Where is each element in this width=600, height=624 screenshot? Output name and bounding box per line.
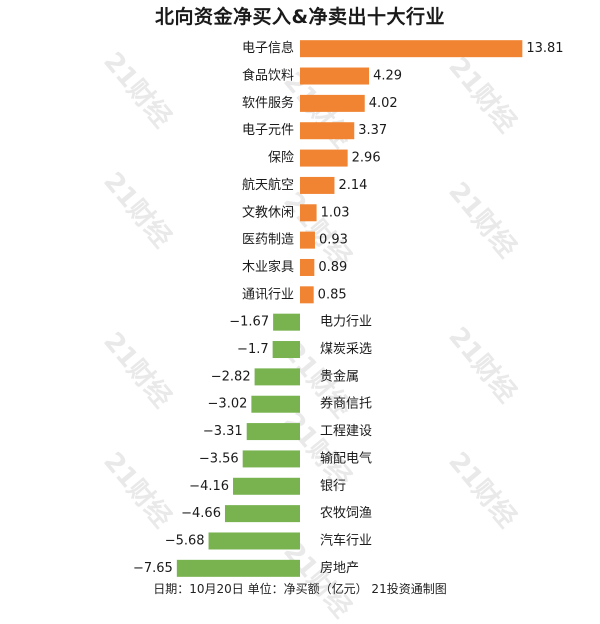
category-label: 工程建设 — [320, 424, 372, 439]
category-label: 电子元件 — [242, 123, 294, 138]
value-label: −1.7 — [237, 342, 269, 357]
category-label: 电子信息 — [242, 40, 294, 56]
category-label: 食品饮料 — [242, 68, 294, 84]
value-label: 2.14 — [338, 178, 367, 193]
footer-note: 日期：10月20日 单位：净买额（亿元） 21投资通制图 — [153, 582, 447, 596]
value-label: 13.81 — [526, 41, 563, 56]
bar-电子元件 — [300, 122, 355, 140]
bar-房地产 — [176, 559, 300, 577]
bar-券商信托 — [251, 395, 300, 413]
bar-贵金属 — [254, 368, 300, 386]
value-label: −4.16 — [189, 479, 229, 494]
bar-工程建设 — [246, 423, 300, 441]
value-label: 3.37 — [358, 123, 387, 138]
bar-保险 — [300, 149, 348, 167]
category-label: 医药制造 — [242, 233, 294, 248]
value-label: −1.67 — [229, 315, 269, 330]
category-label: 煤炭采选 — [320, 342, 372, 357]
value-label: 0.89 — [318, 260, 347, 275]
bar-航天航空 — [300, 176, 335, 194]
value-label: 0.85 — [318, 287, 347, 302]
bar-软件服务 — [300, 94, 365, 112]
value-label: 4.29 — [373, 69, 402, 84]
value-label: 0.93 — [319, 233, 348, 248]
bar-通讯行业 — [300, 286, 314, 304]
bar-电子信息 — [300, 40, 523, 58]
bar-农牧饲渔 — [224, 505, 300, 523]
value-label: −3.31 — [203, 424, 243, 439]
category-label: 输配电气 — [320, 450, 372, 466]
bar-输配电气 — [242, 450, 300, 468]
value-label: 4.02 — [369, 96, 398, 111]
category-label: 航天航空 — [242, 177, 294, 193]
value-label: −3.02 — [208, 397, 248, 412]
value-label: −4.66 — [181, 506, 221, 521]
category-label: 农牧饲渔 — [320, 506, 372, 521]
category-label: 通讯行业 — [242, 287, 294, 302]
category-label: 贵金属 — [320, 368, 359, 384]
category-label: 木业家具 — [242, 259, 294, 275]
category-label: 房地产 — [320, 560, 359, 576]
value-label: −5.68 — [165, 533, 205, 548]
category-label: 软件服务 — [242, 95, 294, 111]
bar-汽车行业 — [208, 532, 300, 550]
category-label: 汽车行业 — [320, 532, 372, 548]
category-label: 文教休闲 — [242, 204, 294, 220]
bar-煤炭采选 — [272, 341, 300, 359]
category-label: 电力行业 — [320, 315, 372, 330]
bar-木业家具 — [300, 258, 315, 276]
bar-医药制造 — [300, 231, 315, 249]
value-label: −7.65 — [133, 561, 173, 576]
category-label: 银行 — [320, 479, 346, 494]
bar-食品饮料 — [300, 67, 370, 85]
category-label: 券商信托 — [320, 396, 372, 412]
bar-chart: 电子信息 13.81 食品饮料 4.29 软件服务 4.02 电子元件 3.37 保险 2.96 航… — [133, 40, 564, 577]
bar-文教休闲 — [300, 204, 317, 222]
chart-title: 北向资金净买入&净卖出十大行业 — [154, 6, 446, 28]
value-label: 2.96 — [352, 151, 381, 166]
bar-电力行业 — [273, 313, 300, 331]
bar-银行 — [233, 477, 300, 495]
value-label: 1.03 — [321, 205, 350, 220]
category-label: 保险 — [268, 151, 294, 166]
value-label: −2.82 — [211, 369, 251, 384]
value-label: −3.56 — [199, 451, 239, 466]
